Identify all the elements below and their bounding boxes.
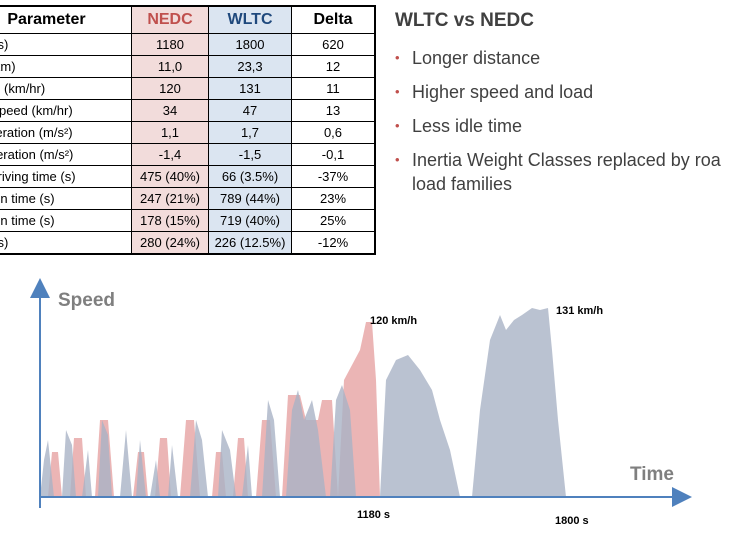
x-axis-label: Time [630,464,674,485]
table-cell: 23% [291,187,376,210]
annotation: 1180 s [357,509,390,521]
comparison-table: ParameterNEDCWLTCDeltatime (s)1180180062… [0,5,376,255]
header-cell: Delta [291,5,376,34]
bullet-line: Less idle time [412,116,523,136]
table-cell: time (s) [0,231,132,255]
table-cell: leration time (s) [0,209,132,232]
bullet-list: Longer distance Higher speed and load Less… [395,46,721,196]
table-cell: 120 [131,77,209,100]
bullet: Longer distance [395,46,721,70]
table-cell: -0,1 [291,143,376,166]
bullet-line: Higher speed and load [412,82,594,102]
wltc-profile [40,308,566,497]
bullet: Less idle time [395,114,721,138]
table-cell: acceleration (m/s²) [0,121,132,144]
table-cell: 1,7 [208,121,292,144]
table-cell: 1800 [208,33,292,56]
table-cell: 12 [291,55,376,78]
table-cell: speed (km/hr) [0,77,132,100]
table-cell: -1,5 [208,143,292,166]
summary: WLTC vs NEDC Longer distance Higher speed… [395,10,721,206]
bullet-line: load families [412,174,513,194]
summary-title: WLTC vs NEDC [395,10,534,31]
table-row: time (s)280 (24%)226 (12.5%)-12% [0,231,376,255]
bullet-line: Inertia Weight Classes replaced by roa [412,150,721,170]
table-cell: 23,3 [208,55,292,78]
table-cell: -12% [291,231,376,255]
table-cell: nce (km) [0,55,132,78]
table-cell: age Speed (km/hr) [0,99,132,122]
bullet-line: Longer distance [412,48,541,68]
speed-profile-diagram: Speed Time 120 km/h 131 km/h 1180 s 1800… [30,278,692,527]
table-cell: 66 (3.5%) [208,165,292,188]
nedc-profile [48,322,380,497]
table-row: leration time (s)178 (15%)719 (40%)25% [0,209,376,232]
table-cell: 789 (44%) [208,187,292,210]
table-cell: 11,0 [131,55,209,78]
table-cell: -1,4 [131,143,209,166]
table-cell: deceleration (m/s²) [0,143,132,166]
annotation: 120 km/h [370,315,417,327]
table-cell: time (s) [0,33,132,56]
table-cell: 34 [131,99,209,122]
header-row: Parameter NEDC WLTC Delta [0,5,376,34]
table-cell: 1180 [131,33,209,56]
table-row: tant driving time (s)475 (40%)66 (3.5%)-… [0,165,376,188]
table-cell: 1,1 [131,121,209,144]
table-cell: 719 (40%) [208,209,292,232]
table-cell: -37% [291,165,376,188]
table-cell: 47 [208,99,292,122]
annotation: 1800 s [555,515,589,527]
table-cell: 620 [291,33,376,56]
header-cell: WLTC [208,5,292,34]
table-cell: 178 (15%) [131,209,209,232]
table-cell: 0,6 [291,121,376,144]
annotation: 131 km/h [556,305,603,317]
table-cell: 13 [291,99,376,122]
table-cell: 11 [291,77,376,100]
table-row: acceleration (m/s²)1,11,70,6 [0,121,376,144]
table-cell: 280 (24%) [131,231,209,255]
table-cell: leration time (s) [0,187,132,210]
table-cell: 131 [208,77,292,100]
bullet: Inertia Weight Classes replaced by roa lo… [395,148,721,196]
table-cell: 226 (12.5%) [208,231,292,255]
table-cell: 247 (21%) [131,187,209,210]
header-cell: Parameter [0,5,132,34]
header-cell: NEDC [131,5,209,34]
y-axis-label: Speed [58,290,115,311]
table-row: deceleration (m/s²)-1,4-1,5-0,1 [0,143,376,166]
table-cell: tant driving time (s) [0,165,132,188]
table-cell: 475 (40%) [131,165,209,188]
table-cell: 25% [291,209,376,232]
table-row: leration time (s)247 (21%)789 (44%)23% [0,187,376,210]
bullet: Higher speed and load [395,80,721,104]
table-row: nce (km)11,023,312 [0,55,376,78]
